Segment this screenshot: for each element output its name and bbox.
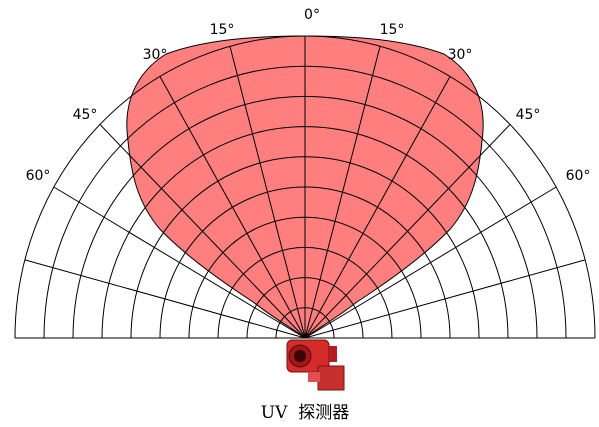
caption: UV 探测器 <box>261 403 349 423</box>
angle-label: 15° <box>210 22 235 38</box>
detector-icon <box>286 339 345 391</box>
grid <box>15 36 595 338</box>
radial-line <box>305 76 450 338</box>
radial-line <box>100 124 305 338</box>
angle-label: 30° <box>448 47 473 63</box>
angle-label: 15° <box>380 22 405 38</box>
radial-line <box>305 260 585 338</box>
angle-label: 60° <box>26 168 51 184</box>
angle-label: 60° <box>566 168 591 184</box>
angle-label: 45° <box>73 107 98 123</box>
radial-line <box>305 46 380 338</box>
polar-plot <box>15 36 595 338</box>
radial-line <box>230 46 305 338</box>
angle-label: 30° <box>143 47 168 63</box>
angle-label: 0° <box>304 7 320 23</box>
angle-label: 45° <box>516 107 541 123</box>
radial-line <box>305 187 556 338</box>
radial-line <box>305 124 510 338</box>
radial-line <box>160 76 305 338</box>
radial-line <box>25 260 305 338</box>
radial-line <box>54 187 305 338</box>
